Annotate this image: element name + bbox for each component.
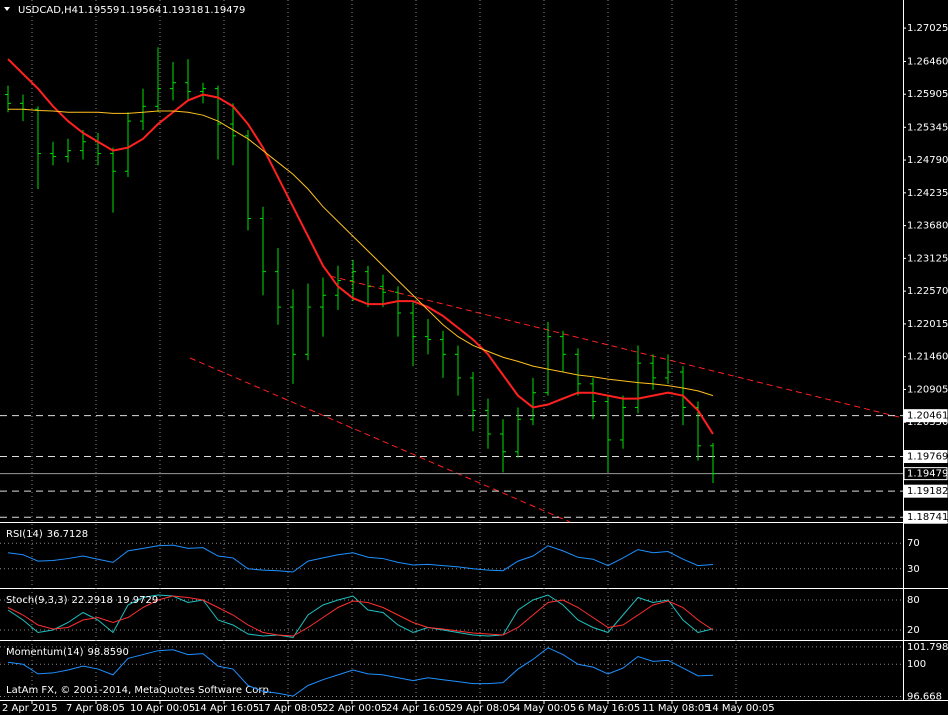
y-tick-label: 1.26460	[907, 56, 948, 67]
level-label: 1.19182	[907, 486, 948, 497]
x-tick-label: 4 May 00:05	[514, 703, 576, 714]
indicator-tick-label: 80	[907, 595, 920, 606]
indicator-tick-label: 30	[907, 564, 920, 575]
indicator-label-part: RSI(14)	[6, 529, 43, 540]
indicator-label-part: 98.8590	[88, 647, 129, 658]
x-tick-label: 14 Apr 16:05	[194, 703, 259, 714]
y-tick-label: 1.23125	[907, 253, 948, 264]
level-box	[903, 450, 948, 464]
indicator-label-part: 36.7128	[47, 529, 88, 540]
level-box	[903, 510, 948, 524]
indicator-line	[7, 594, 714, 639]
header-high: 1.19564	[120, 5, 161, 16]
indicator-label: Stoch(9,3,3) 22.2918 19.9729	[6, 595, 158, 606]
moving-average	[7, 58, 714, 435]
x-tick-label: 22 Apr 00:05	[322, 703, 387, 714]
indicator-label-part: Stoch(9,3,3)	[6, 595, 68, 606]
level-box	[903, 484, 948, 498]
y-tick-label: 1.27025	[907, 23, 948, 34]
x-tick-label: 17 Apr 08:05	[258, 703, 323, 714]
y-tick-label: 1.25905	[907, 89, 948, 100]
y-tick-label: 1.25345	[907, 122, 948, 133]
indicator-tick-label: 100	[907, 659, 926, 670]
level-label: 1.19769	[907, 452, 948, 463]
moving-average	[8, 108, 714, 397]
x-tick-label: 6 May 16:05	[578, 703, 640, 714]
level-label: 1.19479	[907, 469, 948, 480]
x-tick-label: 14 May 00:05	[706, 703, 775, 714]
x-tick-label: 29 Apr 08:05	[450, 703, 515, 714]
indicator-label: Momentum(14) 98.8590	[6, 647, 129, 658]
y-tick-label: 1.21460	[907, 352, 948, 363]
y-tick-label: 1.20350	[907, 417, 948, 428]
x-tick-label: 7 Apr 08:05	[66, 703, 125, 714]
x-tick-label: 24 Apr 16:05	[386, 703, 451, 714]
x-tick-label: 10 Apr 00:05	[130, 703, 195, 714]
x-tick-label: 11 May 08:05	[642, 703, 711, 714]
x-tick-label: 2 Apr 2015	[2, 703, 57, 714]
y-tick-label: 1.23680	[907, 221, 948, 232]
indicator-label-part: 19.9729	[117, 595, 158, 606]
copyright: LatAm FX, © 2001-2014, MetaQuotes Softwa…	[6, 685, 272, 696]
level-box	[903, 467, 948, 481]
level-label: 1.18741	[907, 512, 948, 523]
indicator-label-part: Momentum(14)	[6, 647, 84, 658]
y-tick-label: 1.22570	[907, 286, 948, 297]
indicator-label: RSI(14) 36.7128	[6, 529, 88, 540]
y-tick-label: 1.22015	[907, 319, 948, 330]
level-label: 1.20461	[907, 411, 948, 422]
indicator-tick-label: 96.668	[907, 691, 942, 702]
indicator-tick-label: 20	[907, 625, 920, 636]
header-low: 1.19318	[162, 5, 203, 16]
symbol-title: USDCAD,H4	[18, 5, 78, 16]
indicator-line	[7, 647, 714, 697]
indicator-line	[7, 544, 714, 573]
level-box	[903, 409, 948, 423]
header-open: 1.19559	[78, 5, 119, 16]
indicator-tick-label: 101.7988	[907, 642, 948, 653]
trend-line	[329, 275, 904, 419]
y-tick-label: 1.24790	[907, 155, 948, 166]
indicator-tick-label: 70	[907, 538, 920, 549]
header-close: 1.19479	[204, 5, 245, 16]
menu-arrow[interactable]	[4, 7, 10, 11]
trend-line	[189, 357, 571, 523]
y-tick-label: 1.24235	[907, 188, 948, 199]
indicator-label-part: 22.2918	[71, 595, 112, 606]
indicator-line	[7, 595, 714, 637]
y-tick-label: 1.20905	[907, 384, 948, 395]
